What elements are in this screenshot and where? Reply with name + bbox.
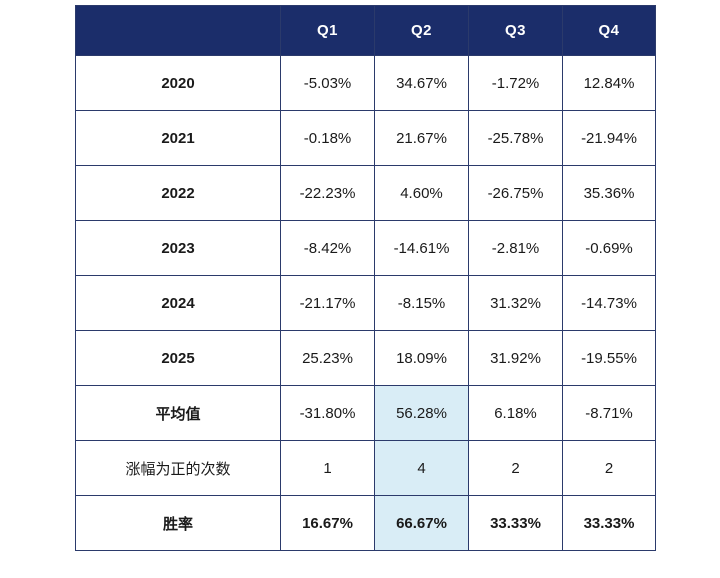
value-cell: 6.18% [468, 385, 563, 441]
value-cell: -5.03% [280, 55, 375, 111]
value-cell: -25.78% [468, 110, 563, 166]
value-cell: -26.75% [468, 165, 563, 221]
value-cell: 56.28% [374, 385, 469, 441]
value-cell: -14.61% [374, 220, 469, 276]
value-cell: -14.73% [562, 275, 656, 331]
value-cell: 1 [280, 440, 375, 496]
value-cell: -8.71% [562, 385, 656, 441]
value-cell: 31.92% [468, 330, 563, 386]
table-header-row: Q1 Q2 Q3 Q4 [75, 5, 656, 56]
value-cell: 34.67% [374, 55, 469, 111]
value-cell: 2 [468, 440, 563, 496]
value-cell: 16.67% [280, 495, 375, 551]
value-cell: -8.15% [374, 275, 469, 331]
table-body: 2020 -5.03% 34.67% -1.72% 12.84% 2021 -0.18% 21… [75, 55, 656, 551]
row-label: 2020 [75, 55, 281, 111]
value-cell: -0.69% [562, 220, 656, 276]
row-label: 2022 [75, 165, 281, 221]
value-cell: 4 [374, 440, 469, 496]
value-cell: 21.67% [374, 110, 469, 166]
value-cell: 2 [562, 440, 656, 496]
value-cell: -21.94% [562, 110, 656, 166]
value-cell: -22.23% [280, 165, 375, 221]
value-cell: 35.36% [562, 165, 656, 221]
table-row: 2020 -5.03% 34.67% -1.72% 12.84% [75, 55, 656, 111]
row-label: 2025 [75, 330, 281, 386]
value-cell: -1.72% [468, 55, 563, 111]
row-label: 涨幅为正的次数 [75, 440, 281, 496]
row-label: 2024 [75, 275, 281, 331]
value-cell: -2.81% [468, 220, 563, 276]
value-cell: 18.09% [374, 330, 469, 386]
value-cell: 66.67% [374, 495, 469, 551]
header-cell-q3: Q3 [468, 5, 563, 56]
header-cell-empty [75, 5, 281, 56]
value-cell: 33.33% [562, 495, 656, 551]
value-cell: 4.60% [374, 165, 469, 221]
value-cell: -19.55% [562, 330, 656, 386]
header-cell-q4: Q4 [562, 5, 656, 56]
row-label: 平均值 [75, 385, 281, 441]
value-cell: 12.84% [562, 55, 656, 111]
value-cell: -8.42% [280, 220, 375, 276]
table-row: 2021 -0.18% 21.67% -25.78% -21.94% [75, 110, 656, 166]
row-label: 胜率 [75, 495, 281, 551]
table-row: 2024 -21.17% -8.15% 31.32% -14.73% [75, 275, 656, 331]
value-cell: 33.33% [468, 495, 563, 551]
value-cell: 25.23% [280, 330, 375, 386]
row-label: 2023 [75, 220, 281, 276]
row-label: 2021 [75, 110, 281, 166]
table-row: 2023 -8.42% -14.61% -2.81% -0.69% [75, 220, 656, 276]
table-row: 胜率 16.67% 66.67% 33.33% 33.33% [75, 495, 656, 551]
quarterly-returns-table: Q1 Q2 Q3 Q4 2020 -5.03% 34.67% -1.72% 12.84% 202… [75, 5, 656, 551]
table-row: 涨幅为正的次数 1 4 2 2 [75, 440, 656, 496]
header-cell-q1: Q1 [280, 5, 375, 56]
value-cell: 31.32% [468, 275, 563, 331]
value-cell: -31.80% [280, 385, 375, 441]
header-cell-q2: Q2 [374, 5, 469, 56]
table-row: 2022 -22.23% 4.60% -26.75% 35.36% [75, 165, 656, 221]
value-cell: -21.17% [280, 275, 375, 331]
value-cell: -0.18% [280, 110, 375, 166]
table-row: 2025 25.23% 18.09% 31.92% -19.55% [75, 330, 656, 386]
table-row: 平均值 -31.80% 56.28% 6.18% -8.71% [75, 385, 656, 441]
